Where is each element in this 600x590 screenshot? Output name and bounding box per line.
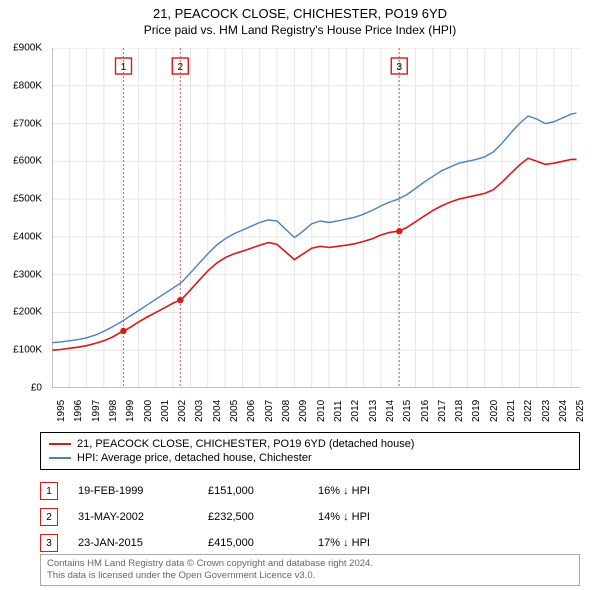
y-tick-label: £700K — [13, 118, 42, 129]
x-tick-label: 2006 — [246, 400, 257, 422]
x-tick-label: 2012 — [350, 400, 361, 422]
marker-hpi-delta: 17% ↓ HPI — [318, 537, 418, 549]
x-tick-label: 2010 — [316, 400, 327, 422]
x-tick-label: 2024 — [558, 400, 569, 422]
chart-titles: 21, PEACOCK CLOSE, CHICHESTER, PO19 6YD … — [0, 0, 600, 41]
x-tick-label: 1998 — [108, 400, 119, 422]
x-tick-label: 2008 — [281, 400, 292, 422]
y-tick-label: £600K — [13, 156, 42, 167]
sale-marker-table: 1 19-FEB-1999 £151,000 16% ↓ HPI 2 31-MAY-200… — [40, 478, 580, 556]
y-tick-label: £900K — [13, 43, 42, 54]
legend-swatch — [49, 457, 71, 459]
y-tick-label: £200K — [13, 307, 42, 318]
marker-hpi-delta: 14% ↓ HPI — [318, 511, 418, 523]
x-tick-label: 2018 — [454, 400, 465, 422]
x-tick-label: 2009 — [298, 400, 309, 422]
x-tick-label: 2020 — [489, 400, 500, 422]
y-tick-label: £400K — [13, 231, 42, 242]
legend-swatch — [49, 443, 71, 445]
marker-badge: 1 — [40, 482, 58, 500]
y-tick-label: £800K — [13, 80, 42, 91]
x-axis-labels: 1995 1996 1997 1998 1999 2000 2001 2002 2003 2004… — [52, 390, 580, 430]
x-tick-label: 2014 — [385, 400, 396, 422]
marker-hpi-delta: 16% ↓ HPI — [318, 485, 418, 497]
y-axis-labels: £0£100K£200K£300K£400K£500K£600K£700K£80… — [0, 48, 48, 388]
chart-title-line-2: Price paid vs. HM Land Registry's House … — [0, 23, 600, 37]
marker-price: £415,000 — [208, 537, 298, 549]
x-tick-label: 1996 — [73, 400, 84, 422]
marker-date: 31-MAY-2002 — [78, 511, 188, 523]
x-tick-label: 2021 — [506, 400, 517, 422]
marker-price: £151,000 — [208, 485, 298, 497]
legend-box: 21, PEACOCK CLOSE, CHICHESTER, PO19 6YD … — [40, 432, 580, 470]
x-tick-label: 2013 — [368, 400, 379, 422]
svg-text:3: 3 — [396, 62, 402, 73]
x-tick-label: 2023 — [541, 400, 552, 422]
x-tick-label: 2007 — [264, 400, 275, 422]
x-tick-label: 2005 — [229, 400, 240, 422]
svg-text:2: 2 — [177, 62, 183, 73]
chart-svg: 1 2 3 — [52, 48, 580, 388]
marker-date: 23-JAN-2015 — [78, 537, 188, 549]
x-tick-label: 1997 — [91, 400, 102, 422]
y-tick-label: £100K — [13, 345, 42, 356]
legend-item: 21, PEACOCK CLOSE, CHICHESTER, PO19 6YD … — [49, 437, 571, 451]
footer-line-1: Contains HM Land Registry data © Crown c… — [47, 558, 573, 570]
marker-badge: 2 — [40, 508, 58, 526]
x-tick-label: 2019 — [471, 400, 482, 422]
x-tick-label: 2015 — [402, 400, 413, 422]
marker-table-row: 3 23-JAN-2015 £415,000 17% ↓ HPI — [40, 530, 580, 556]
chart-container: 21, PEACOCK CLOSE, CHICHESTER, PO19 6YD … — [0, 0, 600, 590]
attribution-footer: Contains HM Land Registry data © Crown c… — [40, 554, 580, 586]
x-tick-label: 2025 — [575, 400, 586, 422]
x-tick-label: 2001 — [160, 400, 171, 422]
marker-price: £232,500 — [208, 511, 298, 523]
marker-table-row: 1 19-FEB-1999 £151,000 16% ↓ HPI — [40, 478, 580, 504]
x-tick-label: 2004 — [212, 400, 223, 422]
x-tick-label: 1995 — [56, 400, 67, 422]
legend-item: HPI: Average price, detached house, Chic… — [49, 451, 571, 465]
legend-label: HPI: Average price, detached house, Chic… — [77, 452, 312, 464]
x-tick-label: 2017 — [437, 400, 448, 422]
x-tick-label: 1999 — [125, 400, 136, 422]
x-tick-label: 2016 — [420, 400, 431, 422]
marker-date: 19-FEB-1999 — [78, 485, 188, 497]
y-tick-label: £300K — [13, 269, 42, 280]
x-tick-label: 2011 — [333, 400, 344, 422]
y-tick-label: £0 — [31, 383, 42, 394]
marker-table-row: 2 31-MAY-2002 £232,500 14% ↓ HPI — [40, 504, 580, 530]
chart-title-line-1: 21, PEACOCK CLOSE, CHICHESTER, PO19 6YD — [0, 6, 600, 21]
legend-label: 21, PEACOCK CLOSE, CHICHESTER, PO19 6YD … — [77, 438, 414, 450]
chart-plot-area: 1 2 3 — [52, 48, 580, 388]
marker-badge: 3 — [40, 534, 58, 552]
footer-line-2: This data is licensed under the Open Gov… — [47, 570, 573, 582]
x-tick-label: 2002 — [177, 400, 188, 422]
x-tick-label: 2000 — [143, 400, 154, 422]
x-tick-label: 2022 — [523, 400, 534, 422]
y-tick-label: £500K — [13, 194, 42, 205]
x-tick-label: 2003 — [194, 400, 205, 422]
svg-text:1: 1 — [121, 62, 127, 73]
